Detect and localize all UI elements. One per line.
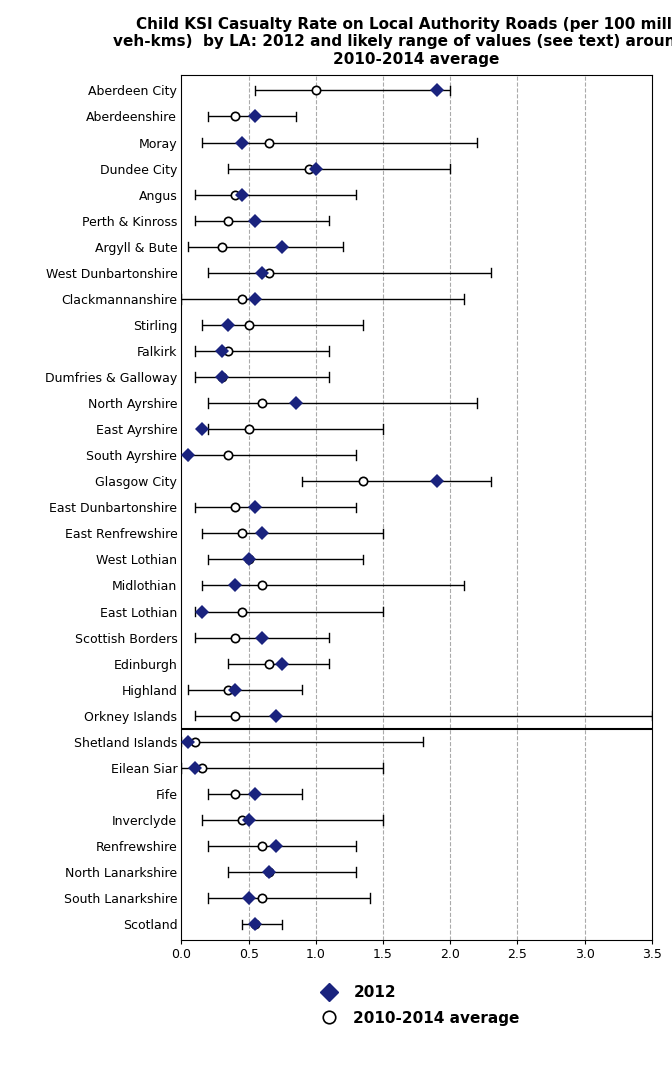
Legend: 2012, 2010-2014 average: 2012, 2010-2014 average (308, 978, 526, 1032)
Title: Child KSI Casualty Rate on Local Authority Roads (per 100 million
veh-kms)  by L: Child KSI Casualty Rate on Local Authori… (113, 17, 672, 66)
